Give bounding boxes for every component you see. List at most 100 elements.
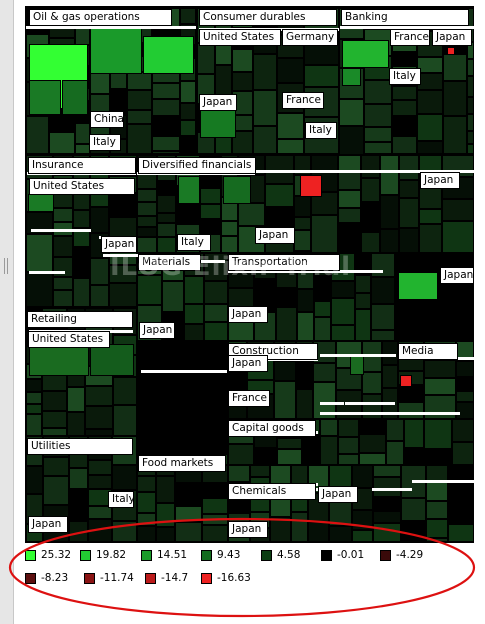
treemap-cell[interactable]: [371, 253, 395, 277]
treemap-cell[interactable]: [152, 99, 180, 116]
treemap-cell[interactable]: [75, 144, 90, 154]
treemap-cell[interactable]: [112, 465, 137, 490]
treemap-cell[interactable]: [417, 90, 443, 114]
treemap-cell[interactable]: [253, 126, 277, 154]
treemap-cell[interactable]: [157, 195, 176, 213]
treemap-cell[interactable]: [26, 234, 53, 272]
treemap-cell[interactable]: [311, 192, 338, 215]
treemap-cell[interactable]: [270, 517, 291, 542]
treemap-cell[interactable]: [443, 54, 467, 81]
treemap-cell[interactable]: [467, 131, 474, 144]
treemap-cell[interactable]: [339, 99, 364, 126]
treemap-cell[interactable]: [200, 219, 221, 234]
treemap-cell[interactable]: [386, 419, 404, 441]
treemap-cell[interactable]: [331, 298, 355, 325]
treemap-cell-highlight[interactable]: [300, 175, 322, 197]
treemap-cell[interactable]: [338, 454, 359, 465]
treemap-cell[interactable]: [362, 372, 382, 394]
treemap-cell[interactable]: [26, 379, 42, 392]
treemap-cell[interactable]: [355, 253, 371, 275]
treemap-cell[interactable]: [109, 283, 137, 307]
treemap-cell[interactable]: [361, 202, 380, 232]
treemap-cell[interactable]: [43, 457, 69, 476]
treemap-cell[interactable]: [175, 522, 202, 542]
treemap-cell[interactable]: [157, 181, 176, 195]
treemap-cell[interactable]: [90, 344, 134, 376]
treemap-cell[interactable]: [69, 468, 88, 489]
treemap-cell[interactable]: [371, 277, 395, 304]
treemap-cell[interactable]: [85, 429, 113, 436]
treemap-cell[interactable]: [399, 155, 419, 180]
treemap-cell[interactable]: [277, 139, 304, 154]
treemap-cell[interactable]: [338, 419, 359, 437]
treemap-cell[interactable]: [67, 387, 85, 412]
treemap-cell[interactable]: [456, 402, 474, 419]
treemap-cell[interactable]: [401, 498, 426, 521]
treemap-cell[interactable]: [137, 189, 157, 202]
panel-splitter[interactable]: [0, 0, 14, 624]
treemap-cell[interactable]: [311, 215, 338, 253]
treemap-cell[interactable]: [175, 506, 202, 522]
treemap[interactable]: Oil & gas operations Consumer durables Ban…: [25, 6, 474, 543]
treemap-cell[interactable]: [276, 288, 297, 307]
treemap-cell[interactable]: [399, 198, 419, 228]
treemap-cell[interactable]: [180, 103, 196, 120]
treemap-cell[interactable]: [232, 131, 253, 154]
treemap-cell[interactable]: [338, 208, 361, 223]
treemap-cell[interactable]: [364, 80, 392, 104]
treemap-cell[interactable]: [156, 527, 175, 542]
treemap-cell[interactable]: [386, 441, 404, 465]
splitter-grip-icon[interactable]: [4, 258, 10, 274]
treemap-cell[interactable]: [364, 104, 392, 127]
treemap-cell[interactable]: [338, 437, 359, 454]
treemap-cell[interactable]: [113, 405, 137, 436]
treemap-cell[interactable]: [277, 113, 304, 139]
treemap-cell[interactable]: [448, 502, 474, 524]
treemap-cell[interactable]: [373, 497, 401, 511]
treemap-cell[interactable]: [221, 221, 238, 236]
treemap-cell[interactable]: [401, 521, 426, 542]
treemap-cell[interactable]: [178, 176, 200, 204]
treemap-cell[interactable]: [238, 203, 265, 226]
treemap-cell[interactable]: [342, 40, 389, 68]
treemap-cell[interactable]: [184, 324, 204, 341]
treemap-cell[interactable]: [137, 275, 162, 305]
treemap-cell[interactable]: [352, 510, 373, 530]
treemap-cell[interactable]: [109, 265, 137, 283]
treemap-cell[interactable]: [443, 116, 467, 154]
treemap-cell[interactable]: [204, 304, 228, 322]
treemap-cell[interactable]: [42, 411, 67, 428]
treemap-cell[interactable]: [29, 80, 61, 115]
treemap-cell[interactable]: [362, 394, 382, 419]
treemap-cell[interactable]: [392, 116, 417, 136]
treemap-cell[interactable]: [382, 365, 398, 388]
treemap-cell[interactable]: [302, 435, 320, 465]
treemap-cell[interactable]: [426, 501, 448, 519]
treemap-cell[interactable]: [276, 307, 297, 341]
treemap-cell[interactable]: [443, 81, 467, 116]
treemap-cell[interactable]: [467, 97, 474, 114]
treemap-cell[interactable]: [90, 207, 109, 233]
treemap-cell[interactable]: [371, 304, 395, 330]
treemap-cell[interactable]: [452, 419, 474, 442]
treemap-cell-highlight[interactable]: [400, 375, 412, 387]
treemap-cell[interactable]: [294, 196, 311, 217]
treemap-cell[interactable]: [373, 477, 401, 497]
treemap-cell[interactable]: [350, 355, 364, 375]
treemap-cell[interactable]: [456, 361, 474, 377]
treemap-cell[interactable]: [426, 482, 448, 501]
treemap-cell[interactable]: [62, 80, 88, 115]
treemap-cell[interactable]: [456, 377, 474, 391]
treemap-cell[interactable]: [85, 386, 113, 406]
treemap-cell[interactable]: [88, 460, 112, 475]
treemap-cell[interactable]: [53, 193, 73, 208]
treemap-cell[interactable]: [53, 257, 73, 277]
treemap-cell[interactable]: [157, 237, 176, 253]
treemap-cell[interactable]: [137, 202, 157, 216]
treemap-cell[interactable]: [26, 392, 42, 404]
treemap-cell[interactable]: [202, 525, 228, 542]
treemap-cell[interactable]: [382, 341, 398, 365]
treemap-cell[interactable]: [373, 523, 401, 542]
treemap-cell[interactable]: [338, 155, 361, 171]
treemap-cell[interactable]: [53, 277, 73, 290]
